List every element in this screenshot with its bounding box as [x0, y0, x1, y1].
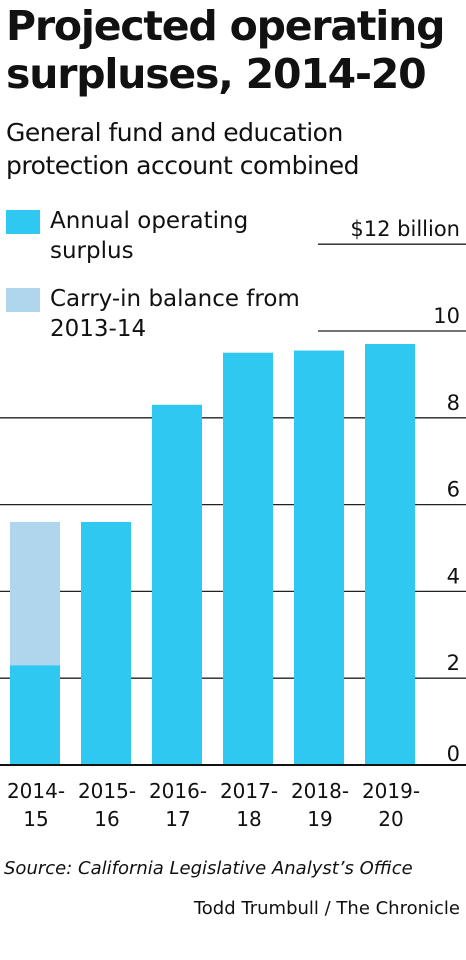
bar-surplus-5	[365, 344, 415, 765]
y-tick-label-12: $12 billion	[350, 217, 460, 241]
chart-title: Projected operating surpluses, 2014-20	[6, 2, 445, 98]
chart-subtitle: General fund and education protection ac…	[6, 118, 360, 180]
y-tick-label-6: 6	[447, 478, 460, 502]
credit-line: Todd Trumbull / The Chronicle	[193, 898, 460, 919]
bar-carry-in-0	[10, 521, 60, 666]
bar-chart: 0 2 4 6 8 10 $12 billion 2014- 15 2015- 16 2016- 17 2…	[0, 217, 466, 831]
bar-surplus-1	[81, 521, 131, 765]
bar-surplus-2	[152, 404, 202, 765]
bar-surplus-4	[294, 350, 344, 765]
y-tick-label-10: 10	[433, 304, 460, 328]
legend-swatch-annual-surplus	[6, 210, 40, 234]
x-tick-label-0-1: 15	[23, 807, 48, 831]
x-tick-label-5-1: 20	[378, 807, 403, 831]
x-tick-label-3-0: 2017-	[220, 779, 278, 803]
legend-swatch-carry-in	[6, 288, 40, 312]
bar-surplus-0	[10, 665, 60, 765]
x-tick-label-4-1: 19	[307, 807, 332, 831]
y-tick-label-8: 8	[447, 391, 460, 415]
y-tick-label-2: 2	[447, 651, 460, 675]
legend-label-carry-in: Carry-in balance from 2013-14	[50, 286, 300, 342]
y-tick-label-4: 4	[447, 564, 460, 588]
x-tick-label-1-1: 16	[94, 807, 119, 831]
x-tick-label-3-1: 18	[236, 807, 261, 831]
x-tick-label-0-0: 2014-	[7, 779, 65, 803]
legend-label-annual-surplus: Annual operating surplus	[50, 208, 249, 264]
source-note: Source: California Legislative Analyst’s…	[4, 858, 413, 879]
x-tick-label-2-0: 2016-	[149, 779, 207, 803]
bar-surplus-3	[223, 352, 273, 765]
y-tick-label-0: 0	[447, 742, 460, 766]
x-tick-label-2-1: 17	[165, 807, 190, 831]
x-tick-label-1-0: 2015-	[78, 779, 136, 803]
x-tick-label-5-0: 2019-	[362, 779, 420, 803]
x-tick-label-4-0: 2018-	[291, 779, 349, 803]
